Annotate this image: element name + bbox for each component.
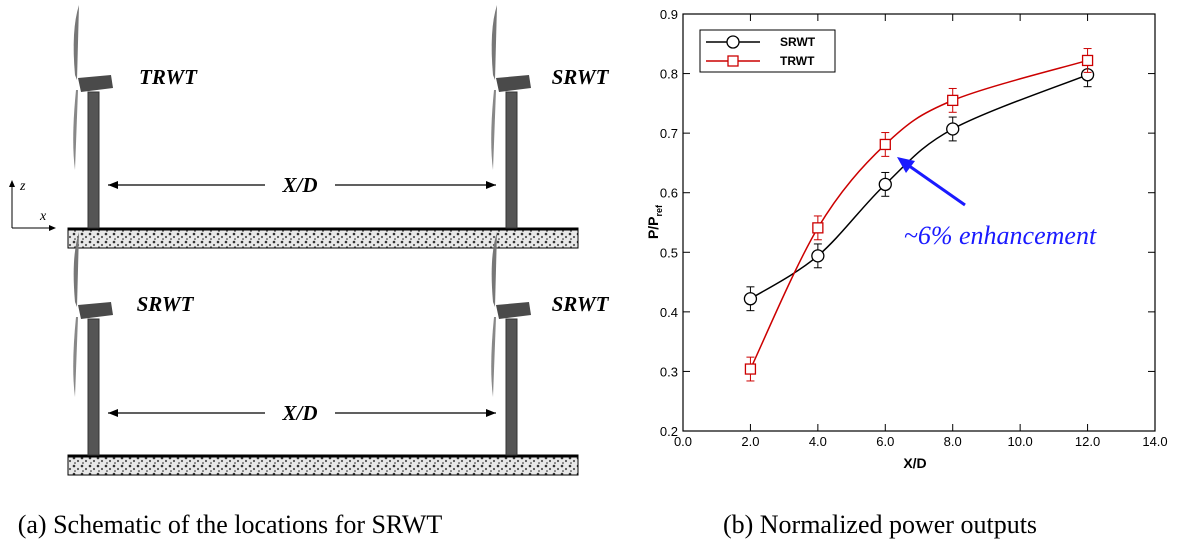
marker xyxy=(743,292,758,306)
x-tick-label: 6.0 xyxy=(876,434,894,449)
y-tick-label: 0.7 xyxy=(660,126,678,141)
x-axis-label: X/D xyxy=(903,455,926,471)
x-tick-label: 12.0 xyxy=(1075,434,1100,449)
x-tick-label: 8.0 xyxy=(944,434,962,449)
annotation: ~6% enhancement xyxy=(904,221,1097,250)
annotation-arrowhead xyxy=(897,157,915,173)
series-line xyxy=(749,59,1088,370)
schematic-bottom: SRWT SRWT X/D xyxy=(67,231,610,476)
turbine xyxy=(490,4,532,229)
annotation-arrow xyxy=(904,161,966,207)
turbine xyxy=(72,4,114,229)
x-tick-label: 2.0 xyxy=(741,434,759,449)
y-tick-label: 0.2 xyxy=(660,424,678,439)
y-tick-label: 0.6 xyxy=(660,186,678,201)
ground xyxy=(67,227,579,249)
marker xyxy=(812,222,824,234)
schematic-top: TRWT SRWT X/D z x xyxy=(9,4,610,249)
y-axis-label: P/Pref xyxy=(645,204,664,239)
x-tick-label: 14.0 xyxy=(1142,434,1167,449)
caption: (a) Schematic of the locations for SRWT xyxy=(18,510,443,539)
y-tick-label: 0.8 xyxy=(660,67,678,82)
y-label-main: P/P xyxy=(645,216,661,239)
plot-frame xyxy=(682,13,1156,432)
legend-box xyxy=(699,29,836,73)
turbine xyxy=(72,231,114,456)
y-tick-label: 0.4 xyxy=(660,305,678,320)
marker xyxy=(726,35,740,49)
y-tick-label: 0.3 xyxy=(660,364,678,379)
series-line xyxy=(750,74,1088,300)
y-label-sub: ref xyxy=(654,204,664,217)
marker xyxy=(1081,54,1094,67)
marker xyxy=(811,249,825,263)
turbine-label: SRWT xyxy=(552,65,610,89)
y-tick-label: 0.5 xyxy=(660,245,678,260)
turbine-label: SRWT xyxy=(137,292,195,316)
spacing-label: X/D xyxy=(281,173,317,197)
legend-label: TRWT xyxy=(780,54,815,68)
marker xyxy=(946,122,960,136)
marker xyxy=(878,177,892,192)
marker xyxy=(947,94,959,107)
turbine-label: TRWT xyxy=(139,65,198,89)
turbine-label: SRWT xyxy=(552,292,610,316)
marker xyxy=(727,55,739,67)
turbine xyxy=(490,231,532,456)
x-tick-label: 10.0 xyxy=(1007,434,1032,449)
marker xyxy=(744,363,757,375)
legend-label: SRWT xyxy=(780,35,816,49)
spacing-label: X/D xyxy=(281,401,317,425)
marker xyxy=(879,138,891,151)
x-tick-label: 0.0 xyxy=(674,434,692,449)
axis-label: x xyxy=(39,209,47,224)
ground xyxy=(67,454,579,476)
y-tick-label: 0.9 xyxy=(660,7,678,22)
caption: (b) Normalized power outputs xyxy=(723,510,1037,539)
x-tick-label: 4.0 xyxy=(809,434,827,449)
axis-label: z xyxy=(19,179,26,194)
